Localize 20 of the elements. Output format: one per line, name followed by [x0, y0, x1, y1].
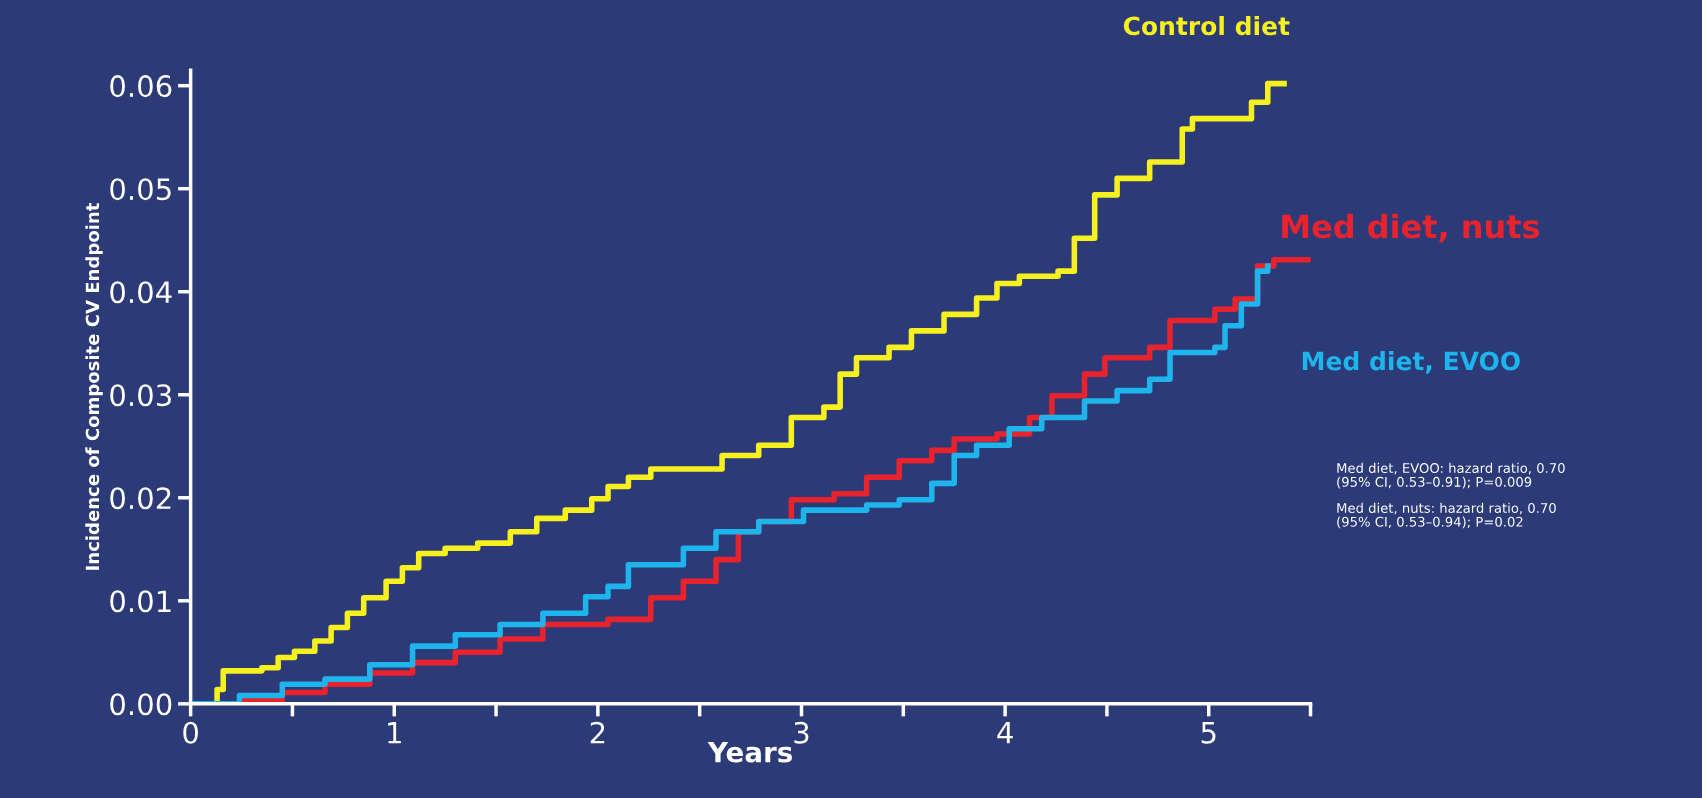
- x-tick-label: 4: [997, 722, 1013, 744]
- x-tick-label: 0: [183, 721, 198, 744]
- x-tick-label: 2: [590, 721, 605, 744]
- x-axis-title: Years: [707, 741, 792, 763]
- x-tick-label: 1: [388, 722, 401, 744]
- text: Med diet, EVOO: [1302, 351, 1520, 374]
- y-tick-label: 0.05: [110, 178, 171, 201]
- text: Med diet, nuts: hazard ratio, 0.70 (95% CI, 0.53–0.94); P=0.02: [1337, 502, 1556, 529]
- y-tick-label: 0.03: [110, 384, 171, 407]
- y-tick-label: 0.04: [110, 281, 172, 304]
- series-label: Control diet: [1123, 15, 1290, 36]
- x-tick-label: 3: [794, 721, 809, 744]
- x-tick-label: 5: [1201, 722, 1216, 744]
- y-axis-title: Incidence of Composite CV Endpoint: [85, 203, 103, 570]
- series-label: Med diet, nuts: [1282, 213, 1539, 243]
- y-tick-label: 0.00: [110, 693, 172, 716]
- y-tick-label: 0.01: [110, 590, 171, 613]
- text: Med diet, EVOO: hazard ratio, 0.70 (95% CI, 0.53–0.91); P=0.009: [1337, 462, 1565, 489]
- y-tick-label: 0.06: [110, 75, 172, 98]
- y-tick-label: 0.02: [110, 487, 171, 510]
